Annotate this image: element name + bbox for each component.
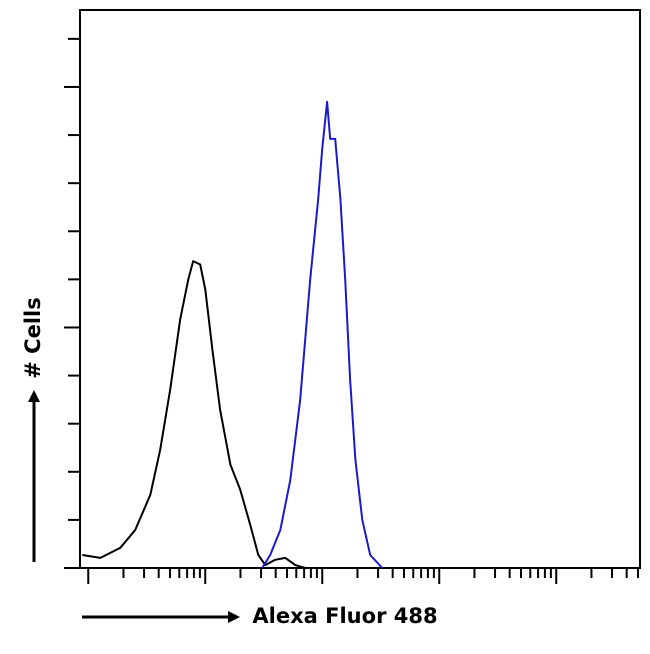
y-arrow-head — [28, 390, 40, 402]
plot-frame — [79, 9, 641, 569]
histogram-line — [82, 260, 306, 569]
x-arrow-head — [228, 611, 240, 623]
x-axis-label: Alexa Fluor 488 — [252, 604, 437, 628]
y-axis-label: # Cells — [21, 297, 45, 378]
histogram-line — [261, 100, 384, 569]
